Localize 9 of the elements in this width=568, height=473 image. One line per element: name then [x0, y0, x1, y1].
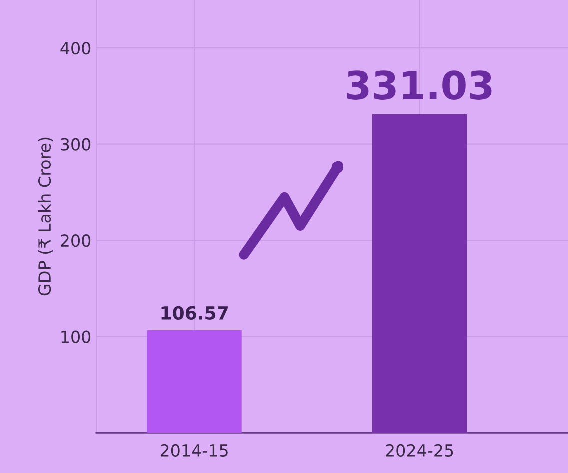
y-tick-label: 400 — [60, 42, 91, 55]
y-tick-label: 200 — [61, 234, 91, 248]
y-tick-label: 100 — [62, 330, 91, 344]
data-label: 331.03 — [347, 70, 492, 100]
data-label: 106.57 — [162, 306, 228, 320]
x-tick-label: 2024-25 — [386, 444, 454, 458]
x-tick-label: 2014-15 — [160, 444, 228, 458]
y-axis-title: GDP (₹ Lakh Crore) — [38, 138, 54, 296]
y-tick-label: 300 — [61, 138, 91, 151]
